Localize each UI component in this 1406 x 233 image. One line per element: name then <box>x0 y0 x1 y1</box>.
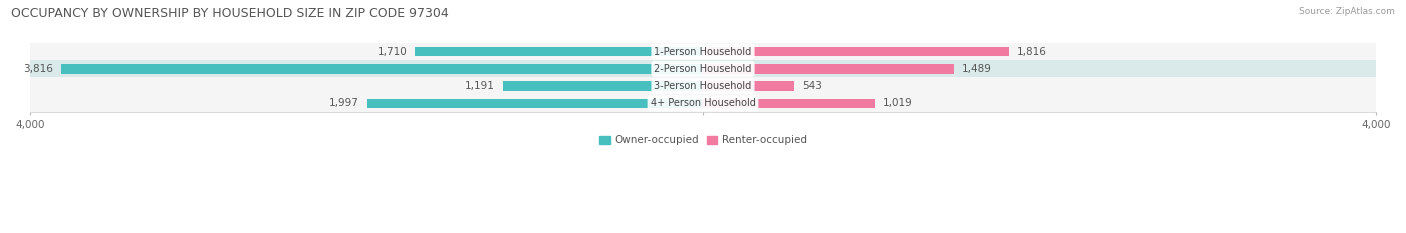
Text: 1,191: 1,191 <box>464 81 495 91</box>
Text: 1,019: 1,019 <box>883 98 912 108</box>
Text: 3,816: 3,816 <box>22 64 52 74</box>
Text: 4+ Person Household: 4+ Person Household <box>651 98 755 108</box>
Bar <box>703 47 1008 56</box>
Bar <box>502 81 703 91</box>
Text: 1,710: 1,710 <box>377 47 408 57</box>
Text: 543: 543 <box>803 81 823 91</box>
Bar <box>703 64 953 74</box>
Bar <box>30 60 1376 77</box>
Bar <box>703 81 794 91</box>
Legend: Owner-occupied, Renter-occupied: Owner-occupied, Renter-occupied <box>595 131 811 150</box>
Text: 1,997: 1,997 <box>329 98 359 108</box>
Text: 1,489: 1,489 <box>962 64 991 74</box>
Text: Source: ZipAtlas.com: Source: ZipAtlas.com <box>1299 7 1395 16</box>
Bar <box>367 99 703 108</box>
Bar <box>703 99 875 108</box>
Text: 2-Person Household: 2-Person Household <box>654 64 752 74</box>
Bar <box>60 64 703 74</box>
Text: 1,816: 1,816 <box>1017 47 1046 57</box>
Text: 1-Person Household: 1-Person Household <box>654 47 752 57</box>
Bar <box>30 95 1376 112</box>
Bar <box>415 47 703 56</box>
Text: OCCUPANCY BY OWNERSHIP BY HOUSEHOLD SIZE IN ZIP CODE 97304: OCCUPANCY BY OWNERSHIP BY HOUSEHOLD SIZE… <box>11 7 449 20</box>
Text: 3-Person Household: 3-Person Household <box>654 81 752 91</box>
Bar <box>30 43 1376 60</box>
Bar <box>30 77 1376 95</box>
